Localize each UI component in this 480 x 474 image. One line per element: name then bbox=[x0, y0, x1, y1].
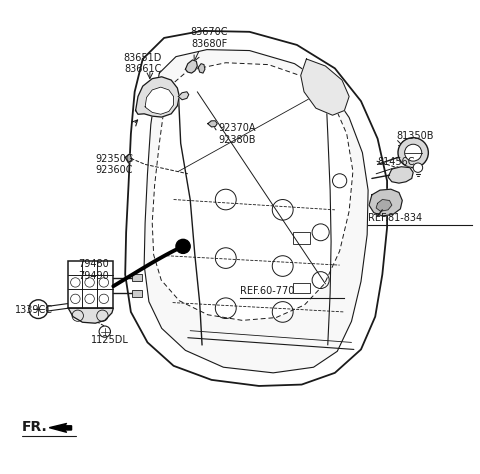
Bar bbox=[132, 274, 142, 281]
Polygon shape bbox=[376, 200, 392, 211]
Polygon shape bbox=[68, 308, 113, 323]
Polygon shape bbox=[388, 167, 413, 183]
Polygon shape bbox=[49, 423, 72, 432]
Polygon shape bbox=[185, 60, 197, 73]
Circle shape bbox=[405, 144, 422, 161]
Circle shape bbox=[398, 137, 428, 168]
Circle shape bbox=[176, 239, 190, 254]
Polygon shape bbox=[179, 92, 189, 100]
Bar bbox=[68, 261, 113, 308]
Text: REF.81-834: REF.81-834 bbox=[368, 213, 422, 223]
Polygon shape bbox=[152, 63, 353, 320]
Polygon shape bbox=[198, 64, 205, 73]
Text: FR.: FR. bbox=[22, 419, 48, 434]
Bar bbox=[132, 290, 142, 297]
Polygon shape bbox=[145, 87, 174, 114]
Polygon shape bbox=[144, 50, 368, 373]
Text: 92370A
92380B: 92370A 92380B bbox=[219, 123, 256, 145]
Text: 92350G
92360C: 92350G 92360C bbox=[96, 154, 133, 175]
Polygon shape bbox=[369, 189, 402, 216]
Text: 83651D
83661C: 83651D 83661C bbox=[123, 53, 162, 74]
Circle shape bbox=[99, 326, 110, 337]
Polygon shape bbox=[125, 154, 132, 163]
Text: 79480
79490: 79480 79490 bbox=[78, 259, 108, 281]
Text: 1339CC: 1339CC bbox=[14, 305, 53, 315]
Text: 83670C
83680F: 83670C 83680F bbox=[191, 27, 228, 49]
Polygon shape bbox=[125, 31, 387, 386]
Bar bbox=[293, 232, 310, 244]
Polygon shape bbox=[301, 59, 349, 115]
Text: 1125DL: 1125DL bbox=[91, 335, 129, 345]
Text: 81350B: 81350B bbox=[396, 131, 434, 141]
Polygon shape bbox=[136, 77, 179, 117]
Polygon shape bbox=[208, 121, 217, 127]
Text: REF.60-770: REF.60-770 bbox=[240, 286, 294, 296]
Circle shape bbox=[29, 300, 48, 319]
Bar bbox=[293, 283, 310, 293]
Text: 81456C: 81456C bbox=[378, 157, 415, 167]
Circle shape bbox=[413, 163, 423, 173]
